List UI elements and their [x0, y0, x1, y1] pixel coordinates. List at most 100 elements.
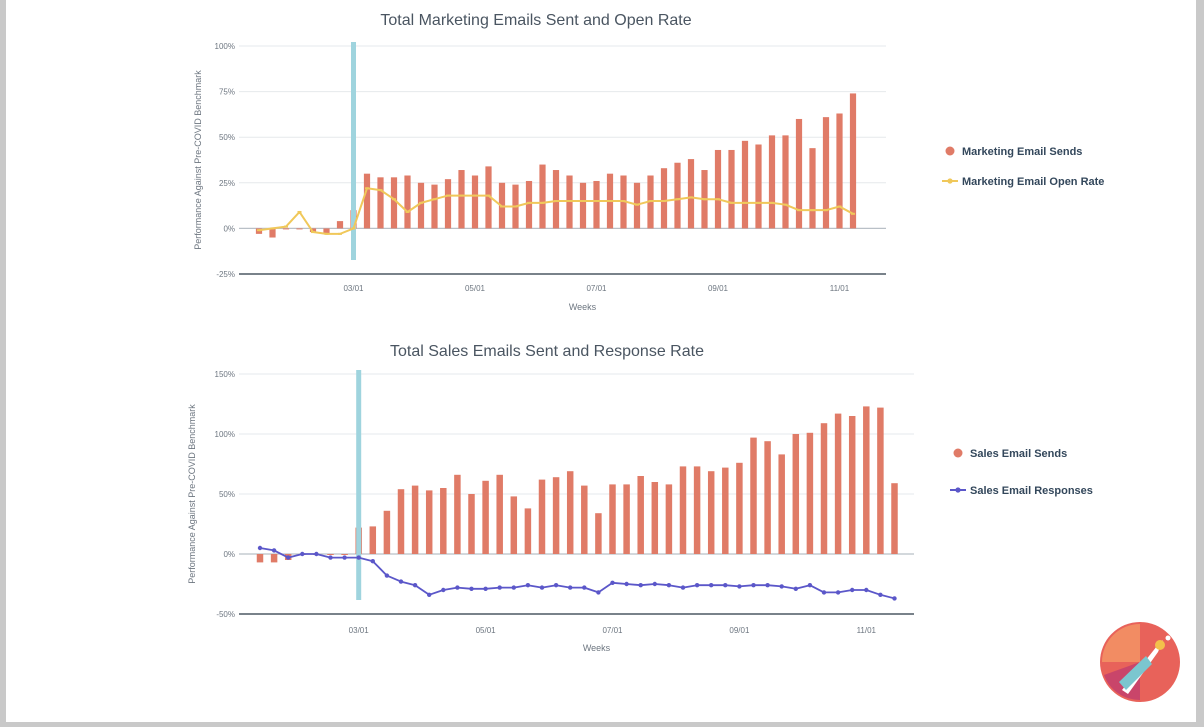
bar	[458, 170, 465, 229]
bar	[755, 144, 762, 229]
line-point	[878, 592, 883, 597]
bar	[637, 476, 644, 554]
line-point	[689, 196, 693, 199]
line-point	[793, 586, 798, 591]
line-point	[568, 585, 573, 590]
line-point	[608, 200, 612, 203]
line-point	[610, 580, 615, 585]
line-point	[864, 587, 869, 593]
bar	[891, 483, 898, 554]
bar	[256, 554, 264, 563]
line-point	[723, 583, 728, 588]
line-point	[284, 225, 288, 228]
line-point	[582, 585, 587, 590]
line-point	[621, 200, 626, 203]
line-point	[554, 200, 558, 203]
line-point	[892, 596, 897, 601]
line-point	[365, 187, 369, 190]
bar	[425, 490, 433, 554]
line-point	[527, 201, 531, 204]
line-point	[737, 584, 742, 589]
line-point	[648, 200, 653, 203]
line-point	[652, 581, 657, 587]
bar	[728, 149, 735, 229]
y-tick-label: 50%	[219, 490, 235, 499]
x-tick-label: 09/01	[729, 626, 750, 635]
bar	[471, 175, 479, 229]
bar	[431, 184, 438, 229]
bar	[792, 434, 800, 554]
line-point	[567, 200, 572, 203]
line-point	[594, 200, 599, 203]
line-point	[850, 587, 855, 593]
bar	[485, 166, 492, 229]
x-tick-label: 11/01	[857, 626, 877, 635]
bar	[369, 526, 377, 554]
bar	[707, 471, 715, 554]
x-axis-label: Weeks	[569, 302, 597, 312]
bar	[581, 485, 588, 554]
line-point	[709, 583, 714, 588]
line-point	[770, 201, 774, 204]
y-tick-label: 0%	[223, 224, 235, 233]
bar	[377, 177, 384, 229]
legend-swatch-marker	[947, 178, 953, 184]
line-point	[311, 231, 315, 234]
bar	[593, 180, 600, 229]
line-point	[525, 583, 531, 588]
line-point	[300, 551, 305, 557]
line-point	[370, 559, 375, 564]
line-point	[342, 555, 347, 560]
bar	[679, 466, 687, 554]
line-point	[500, 205, 504, 208]
line-point	[694, 583, 700, 588]
bar	[417, 182, 425, 229]
bar	[809, 148, 816, 229]
bar	[269, 228, 276, 238]
bar	[741, 140, 749, 229]
line-point	[821, 590, 827, 595]
line-point	[835, 590, 841, 595]
bar	[524, 508, 532, 554]
bar	[552, 477, 560, 554]
line-point	[540, 201, 545, 204]
line-point	[455, 585, 460, 590]
bar	[768, 135, 776, 229]
y-tick-label: 100%	[215, 430, 235, 439]
bar	[390, 177, 398, 229]
y-tick-label: 150%	[215, 370, 235, 379]
legend-swatch	[945, 146, 955, 156]
line-point	[398, 579, 404, 584]
y-tick-label: -50%	[216, 610, 235, 619]
y-tick-label: 0%	[223, 550, 235, 559]
line-point	[635, 203, 639, 206]
bar	[877, 407, 884, 554]
bar	[383, 510, 391, 554]
charts-canvas: Total Marketing Emails Sent and Open Rat…	[187, 12, 1180, 702]
line-point	[729, 201, 734, 204]
x-tick-label: 09/01	[708, 284, 729, 293]
line-point	[328, 555, 333, 560]
bar	[722, 467, 729, 554]
line-point	[356, 555, 361, 560]
line-point	[680, 585, 686, 590]
line-point	[797, 209, 801, 212]
x-tick-label: 07/01	[602, 626, 623, 635]
bar	[539, 164, 546, 229]
y-axis-label: Performance Against Pre-COVID Benchmark	[193, 70, 203, 250]
covid-marker-line	[351, 42, 356, 260]
bar	[750, 437, 757, 554]
bar	[411, 485, 419, 554]
bar	[552, 170, 560, 229]
line-point	[702, 198, 707, 201]
y-tick-label: 50%	[219, 133, 235, 142]
bar	[782, 135, 789, 229]
legend-label: Sales Email Sends	[970, 448, 1067, 460]
bar	[693, 466, 701, 554]
line-point	[314, 551, 319, 557]
bar	[341, 554, 348, 555]
line-point	[257, 229, 261, 232]
line-point	[324, 232, 329, 235]
line-point	[378, 189, 383, 192]
line-point	[483, 586, 488, 591]
